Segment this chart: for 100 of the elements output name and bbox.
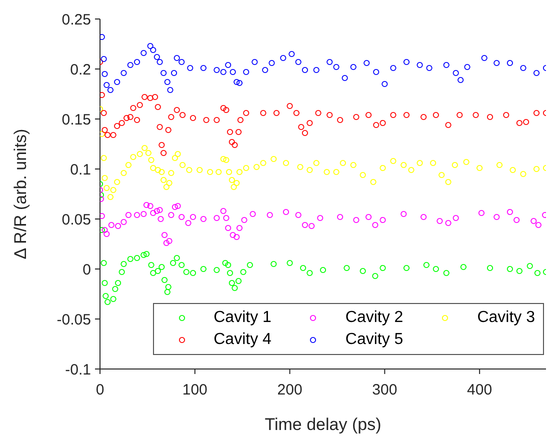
point xyxy=(168,212,174,218)
point xyxy=(420,214,427,220)
point xyxy=(100,212,105,220)
point xyxy=(114,78,120,86)
y-axis-title: Δ R/R (arb. units) xyxy=(11,128,30,260)
point xyxy=(230,232,236,238)
point xyxy=(114,222,122,230)
point xyxy=(320,266,326,274)
point xyxy=(150,46,156,54)
x-axis-title: Time delay (ps) xyxy=(264,415,382,434)
point xyxy=(156,58,163,66)
point xyxy=(154,208,160,214)
point xyxy=(150,270,156,276)
point xyxy=(108,222,114,228)
point xyxy=(533,70,540,76)
point xyxy=(478,210,485,216)
point xyxy=(280,54,286,62)
point xyxy=(234,78,240,86)
legend-label: Cavity 3 xyxy=(477,308,535,328)
point xyxy=(228,280,235,286)
point xyxy=(535,222,542,228)
y-tick-label: 0.25 xyxy=(62,11,91,28)
legend-label: Cavity 2 xyxy=(345,308,404,328)
point xyxy=(147,42,154,50)
point xyxy=(443,270,450,276)
point xyxy=(534,270,541,276)
point xyxy=(380,216,386,224)
point xyxy=(337,214,344,220)
point xyxy=(161,232,168,238)
point xyxy=(200,266,206,272)
point xyxy=(302,66,308,74)
point xyxy=(372,272,378,280)
point xyxy=(302,222,308,228)
point xyxy=(232,284,238,292)
point xyxy=(266,212,273,218)
point xyxy=(350,64,356,70)
point xyxy=(120,218,127,226)
point xyxy=(234,234,240,240)
point xyxy=(514,216,520,224)
point xyxy=(282,208,290,216)
point xyxy=(295,58,302,66)
point xyxy=(226,270,234,276)
point xyxy=(481,54,488,62)
point xyxy=(160,70,167,76)
point xyxy=(154,54,160,60)
y-tick-label: 0 xyxy=(82,261,91,278)
point xyxy=(222,260,228,266)
point xyxy=(100,56,107,62)
point xyxy=(178,262,185,268)
point xyxy=(220,68,226,76)
point xyxy=(147,202,154,210)
point xyxy=(494,60,500,66)
point xyxy=(344,264,350,272)
point xyxy=(183,268,190,276)
point xyxy=(516,268,522,274)
point xyxy=(127,62,134,68)
point xyxy=(252,58,258,66)
point xyxy=(134,58,140,66)
point xyxy=(120,260,127,268)
y-tick-label: 0.15 xyxy=(62,111,91,128)
legend-label: Cavity 4 xyxy=(214,330,272,350)
point xyxy=(317,214,324,222)
point xyxy=(423,262,430,268)
point xyxy=(235,278,242,284)
point xyxy=(140,252,147,258)
point xyxy=(120,70,127,76)
y-tick-label: -0.1 xyxy=(65,361,91,378)
point xyxy=(214,266,220,274)
point xyxy=(200,216,206,222)
point xyxy=(526,262,533,270)
point xyxy=(107,86,114,94)
point xyxy=(118,268,125,276)
point xyxy=(172,204,178,210)
point xyxy=(443,62,450,68)
x-tick-label: 300 xyxy=(372,382,398,399)
point xyxy=(163,240,170,246)
point xyxy=(300,264,306,272)
point xyxy=(161,276,168,284)
point xyxy=(125,212,132,218)
point xyxy=(236,224,243,232)
point xyxy=(178,58,185,66)
y-tick-label: -0.05 xyxy=(56,311,91,328)
point xyxy=(416,62,423,68)
point xyxy=(102,292,109,300)
point xyxy=(178,214,185,220)
point xyxy=(326,58,333,66)
point xyxy=(382,80,388,88)
point xyxy=(436,218,443,224)
point xyxy=(158,264,165,270)
point xyxy=(403,264,410,272)
point xyxy=(342,74,348,82)
point xyxy=(174,254,180,262)
point xyxy=(164,288,170,296)
point xyxy=(102,70,108,78)
y-tick-label: 0.05 xyxy=(62,211,91,228)
point xyxy=(102,226,108,234)
point xyxy=(313,66,320,74)
point xyxy=(167,86,174,94)
point xyxy=(134,212,140,218)
point xyxy=(426,64,432,72)
